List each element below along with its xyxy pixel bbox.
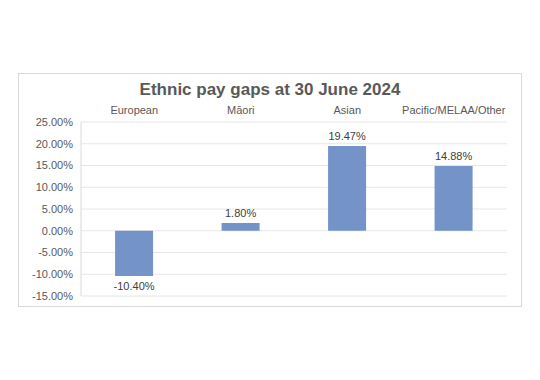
svg-text:1.80%: 1.80% xyxy=(225,207,256,219)
svg-text:0.00%: 0.00% xyxy=(42,225,73,237)
svg-text:-10.40%: -10.40% xyxy=(114,280,155,292)
svg-text:25.00%: 25.00% xyxy=(36,116,74,128)
svg-text:-10.00%: -10.00% xyxy=(32,268,73,280)
svg-text:-15.00%: -15.00% xyxy=(32,290,73,302)
svg-text:20.00%: 20.00% xyxy=(36,138,74,150)
svg-text:5.00%: 5.00% xyxy=(42,203,73,215)
svg-text:14.88%: 14.88% xyxy=(435,150,473,162)
html-text:Ethnic pay gaps at 30 June 202: Ethnic pay gaps at 30 June 2024 xyxy=(139,80,401,99)
svg-text:19.47%: 19.47% xyxy=(328,130,366,142)
svg-text:15.00%: 15.00% xyxy=(36,159,74,171)
svg-text:Asian: Asian xyxy=(333,104,361,116)
svg-text:-5.00%: -5.00% xyxy=(38,246,73,258)
svg-text:10.00%: 10.00% xyxy=(36,181,74,193)
svg-text:Māori: Māori xyxy=(227,104,255,116)
svg-text:Pacific/MELAA/Other: Pacific/MELAA/Other xyxy=(402,104,506,116)
svg-text:European: European xyxy=(110,104,158,116)
